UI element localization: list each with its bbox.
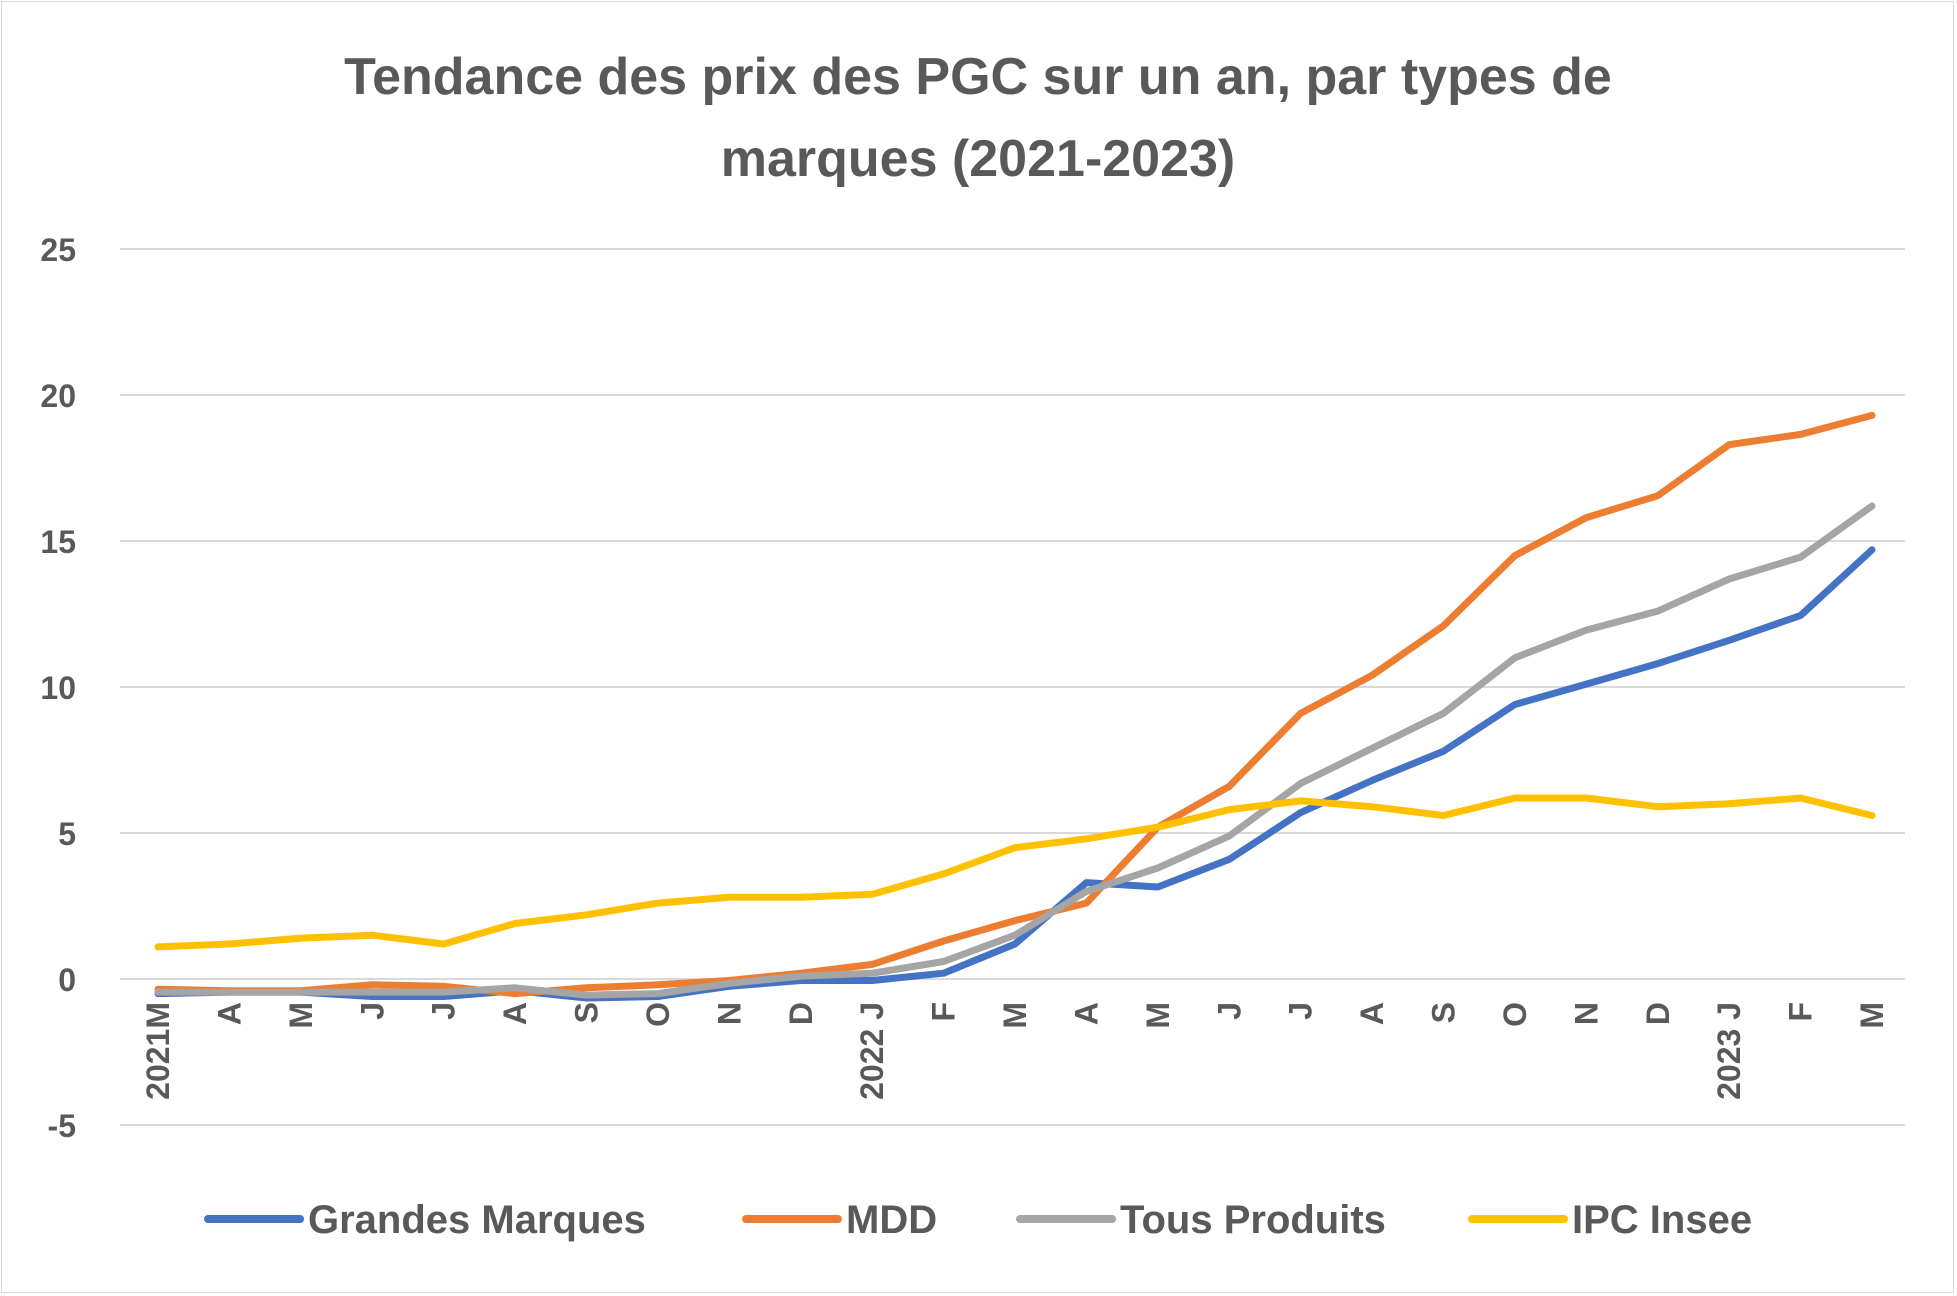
x-tick-label: A: [497, 1002, 533, 1025]
x-tick-label: S: [1426, 1002, 1462, 1023]
x-tick-label: 2022 J: [854, 1002, 890, 1100]
x-tick-label: A: [1354, 1002, 1390, 1025]
y-tick-label: 0: [58, 962, 76, 998]
series-line-2: [154, 502, 1876, 999]
y-tick-label: 25: [40, 232, 76, 268]
x-tick-label: O: [640, 1002, 676, 1027]
x-tick-label: M: [1140, 1002, 1176, 1029]
x-tick-label: A: [1068, 1002, 1104, 1025]
x-tick-label: F: [926, 1002, 962, 1022]
legend: Grandes Marques MDD Tous Produits IPC Insee: [204, 1198, 1752, 1242]
series-line-3: [154, 794, 1876, 951]
series-line-0: [154, 546, 1876, 1002]
y-tick-label: 10: [40, 670, 76, 706]
legend-label-2: Tous Produits: [1120, 1198, 1386, 1242]
chart-title-line-2: marques (2021-2023): [721, 130, 1236, 188]
x-tick-label: 2023 J: [1711, 1002, 1747, 1100]
gridlines: [120, 248, 1905, 1126]
legend-label-1: MDD: [846, 1198, 937, 1242]
y-tick-label: 5: [58, 816, 76, 852]
x-tick-label: M: [283, 1002, 319, 1029]
x-tick-label: D: [783, 1002, 819, 1025]
x-tick-label: J: [426, 1002, 462, 1020]
chart-title-line-1: Tendance des prix des PGC sur un an, par…: [344, 48, 1612, 106]
x-tick-label: N: [1568, 1002, 1604, 1025]
series-lines: [154, 411, 1876, 1002]
x-tick-label: 2021M: [140, 1002, 176, 1100]
x-tick-label: M: [1854, 1002, 1890, 1029]
x-tick-label: J: [354, 1002, 390, 1020]
y-tick-label: -5: [48, 1108, 76, 1144]
legend-label-3: IPC Insee: [1572, 1198, 1752, 1242]
x-tick-label: O: [1497, 1002, 1533, 1027]
legend-label-0: Grandes Marques: [308, 1198, 646, 1242]
series-line-1: [154, 411, 1876, 998]
x-tick-label: F: [1783, 1002, 1819, 1022]
x-tick-label: M: [997, 1002, 1033, 1029]
y-tick-label: 20: [40, 378, 76, 414]
x-tick-label: S: [569, 1002, 605, 1023]
x-tick-label: A: [211, 1002, 247, 1025]
x-tick-label: N: [711, 1002, 747, 1025]
x-tick-label: J: [1283, 1002, 1319, 1020]
x-tick-label: J: [1211, 1002, 1247, 1020]
y-axis-ticks: -5 0 5 10 15 20 25: [40, 232, 76, 1144]
y-tick-label: 15: [40, 524, 76, 560]
x-axis-ticks: 2021M A M J J A S O N D 2022 J F M A M J J A S O N D 2023 J F M: [140, 1002, 1890, 1100]
x-tick-label: D: [1640, 1002, 1676, 1025]
